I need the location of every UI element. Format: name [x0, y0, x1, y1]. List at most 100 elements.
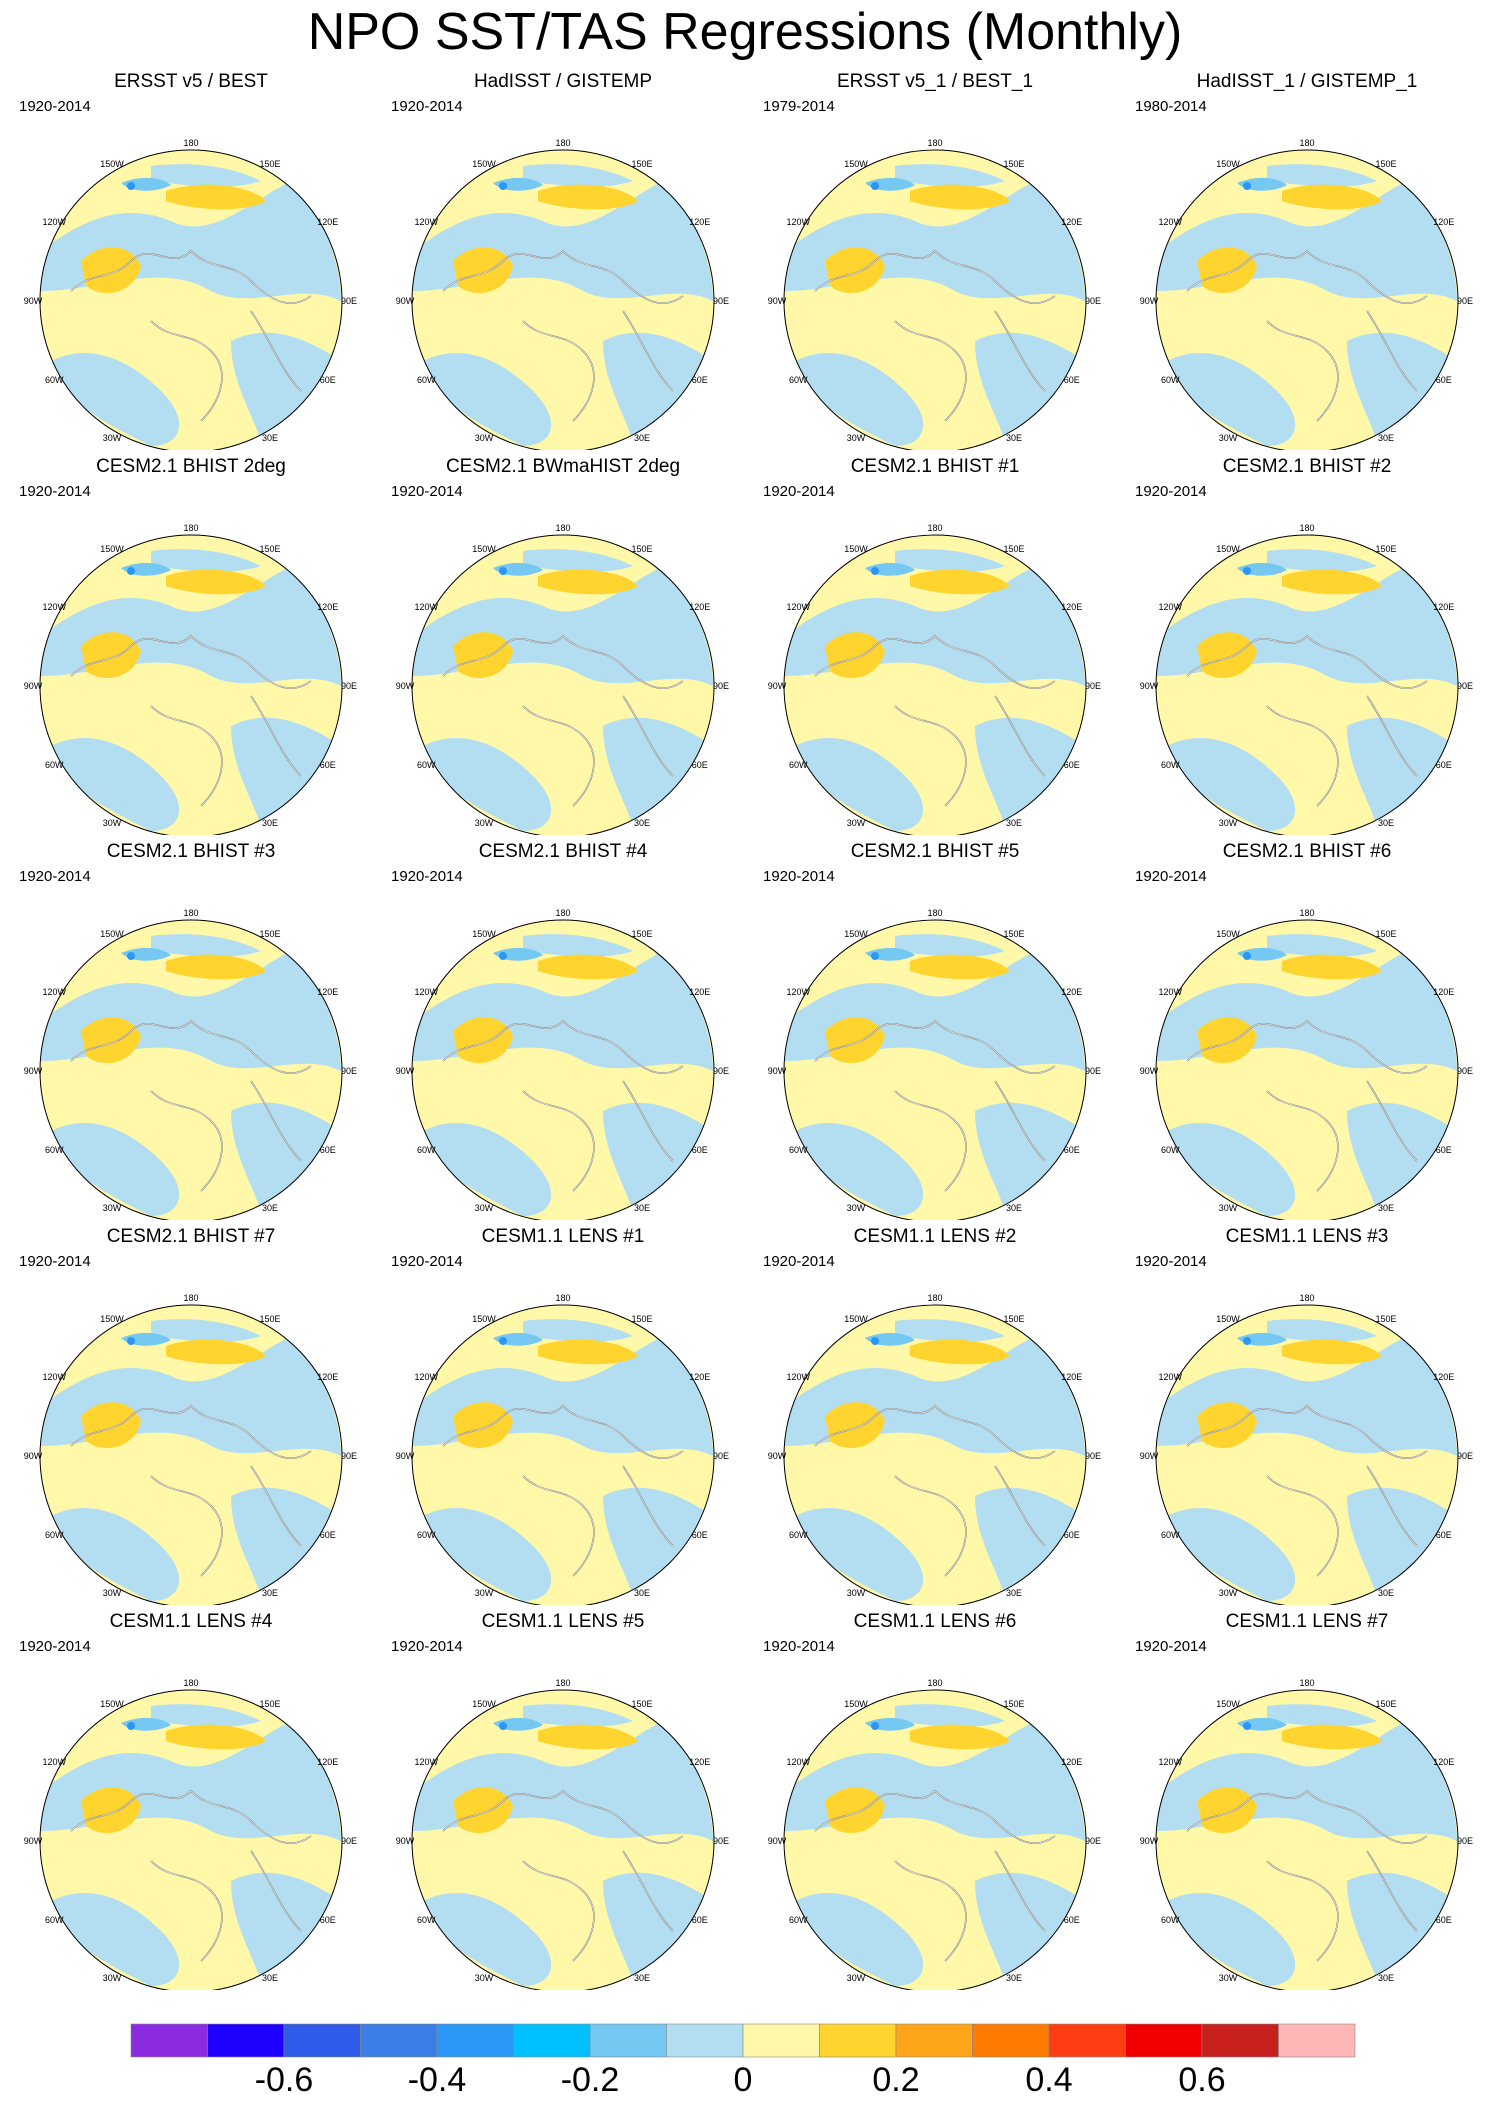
colorbar-tick-label: -0.6 [254, 2061, 314, 2099]
coastline [1186, 635, 1428, 807]
field-region [1167, 1122, 1296, 1216]
longitude-label: 120E [317, 602, 338, 612]
longitude-label: 30E [1006, 1588, 1022, 1598]
map-panel: 180150E120E90E60E30E030W60W90W120W150W C… [377, 840, 749, 1220]
field-region [871, 182, 879, 190]
longitude-label: 30W [475, 433, 494, 443]
longitude-label: 150E [1003, 929, 1024, 939]
field-region [51, 737, 180, 831]
map-boundary [39, 919, 343, 1220]
longitude-label: 30E [1378, 433, 1394, 443]
field-region [166, 1724, 266, 1750]
longitude-label: 150E [1003, 544, 1024, 554]
field-region [1267, 934, 1377, 957]
coastline [70, 1020, 312, 1192]
longitude-label: 90E [713, 1451, 729, 1461]
colorbar-swatch [360, 2023, 438, 2058]
field-region [795, 352, 924, 446]
longitude-label: 120E [1061, 987, 1082, 997]
coastline [442, 1405, 684, 1577]
longitude-label: 90E [713, 681, 729, 691]
panel-period: 1920-2014 [19, 1638, 91, 1655]
coastline [70, 635, 312, 807]
colorbar-swatch [1278, 2023, 1356, 2058]
longitude-label: 90E [1085, 681, 1101, 691]
field-region [1267, 164, 1377, 187]
longitude-label: 120E [689, 1757, 710, 1767]
longitude-label: 150W [100, 159, 124, 169]
longitude-label: 90W [768, 1836, 787, 1846]
longitude-label: 60E [1064, 1145, 1080, 1155]
longitude-label: 30W [475, 1203, 494, 1213]
longitude-label: 150W [1216, 159, 1240, 169]
longitude-label: 30W [847, 1973, 866, 1983]
field-region [499, 1722, 507, 1730]
longitude-label: 30W [103, 1203, 122, 1213]
map-panel: 180150E120E90E60E30E030W60W90W120W150W H… [377, 70, 749, 450]
map-boundary [1155, 149, 1459, 450]
panel-title: CESM2.1 BHIST #4 [478, 841, 648, 862]
longitude-label: 30E [1006, 1973, 1022, 1983]
longitude-label: 150E [1003, 1314, 1024, 1324]
polar-map: 180150E120E90E60E30E030W60W90W120W150W [768, 523, 1101, 835]
field-region [1347, 1872, 1457, 1981]
field-region [51, 1122, 180, 1216]
longitude-label: 30E [634, 433, 650, 443]
colorbar-tick-label: 0 [733, 2061, 753, 2099]
longitude-label: 60E [692, 1915, 708, 1925]
longitude-label: 150W [472, 1314, 496, 1324]
longitude-label: 30E [1006, 818, 1022, 828]
polar-map: 180150E120E90E60E30E030W60W90W120W150W [24, 908, 357, 1220]
panel-period: 1920-2014 [763, 483, 835, 500]
polar-map: 180150E120E90E60E30E030W60W90W120W150W [396, 523, 729, 835]
field-region [603, 1872, 713, 1981]
longitude-label: 90W [768, 681, 787, 691]
coastline [814, 250, 1056, 422]
field-region [603, 1102, 713, 1211]
longitude-label: 30E [1006, 433, 1022, 443]
field-region [1197, 247, 1257, 294]
polar-map: 180150E120E90E60E30E030W60W90W120W150W [24, 523, 357, 835]
longitude-label: 60W [789, 1915, 808, 1925]
longitude-label: 60E [1436, 1915, 1452, 1925]
longitude-label: 120W [42, 602, 66, 612]
figure-title: NPO SST/TAS Regressions (Monthly) [307, 3, 1183, 61]
field-region [871, 952, 879, 960]
longitude-label: 120W [786, 1372, 810, 1382]
longitude-label: 180 [1299, 1678, 1314, 1688]
polar-map: 180150E120E90E60E30E030W60W90W120W150W [768, 908, 1101, 1220]
longitude-label: 60W [1161, 760, 1180, 770]
field-region [538, 184, 638, 210]
field-region [81, 1017, 141, 1064]
longitude-label: 90E [713, 1836, 729, 1846]
longitude-label: 120W [786, 987, 810, 997]
colorbar-swatch [1125, 2023, 1203, 2058]
longitude-label: 90W [396, 1836, 415, 1846]
longitude-label: 90W [396, 296, 415, 306]
map-boundary [39, 1689, 343, 1990]
longitude-label: 150W [1216, 929, 1240, 939]
map-boundary [1155, 1304, 1459, 1605]
coastline [442, 1790, 684, 1962]
polar-map: 180150E120E90E60E30E030W60W90W120W150W [1140, 1293, 1473, 1605]
longitude-label: 120W [1158, 217, 1182, 227]
polar-map: 180150E120E90E60E30E030W60W90W120W150W [1140, 138, 1473, 450]
panel-period: 1920-2014 [391, 1638, 463, 1655]
longitude-label: 180 [927, 138, 942, 148]
longitude-label: 30W [475, 818, 494, 828]
longitude-label: 120E [1061, 1757, 1082, 1767]
field-region [825, 247, 885, 294]
map-panel: 180150E120E90E60E30E030W60W90W120W150W C… [1121, 1225, 1490, 1605]
map-boundary [411, 1304, 715, 1605]
field-region [1267, 549, 1377, 572]
field-region [499, 567, 507, 575]
field-region [423, 737, 552, 831]
colorbar-swatch [1048, 2023, 1126, 2058]
longitude-label: 90E [341, 681, 357, 691]
map-boundary [39, 534, 343, 835]
field-region [910, 1724, 1010, 1750]
field-region [795, 1507, 924, 1601]
field-region [81, 247, 141, 294]
longitude-label: 150E [259, 544, 280, 554]
panel-title: CESM2.1 BHIST #2 [1222, 456, 1392, 477]
